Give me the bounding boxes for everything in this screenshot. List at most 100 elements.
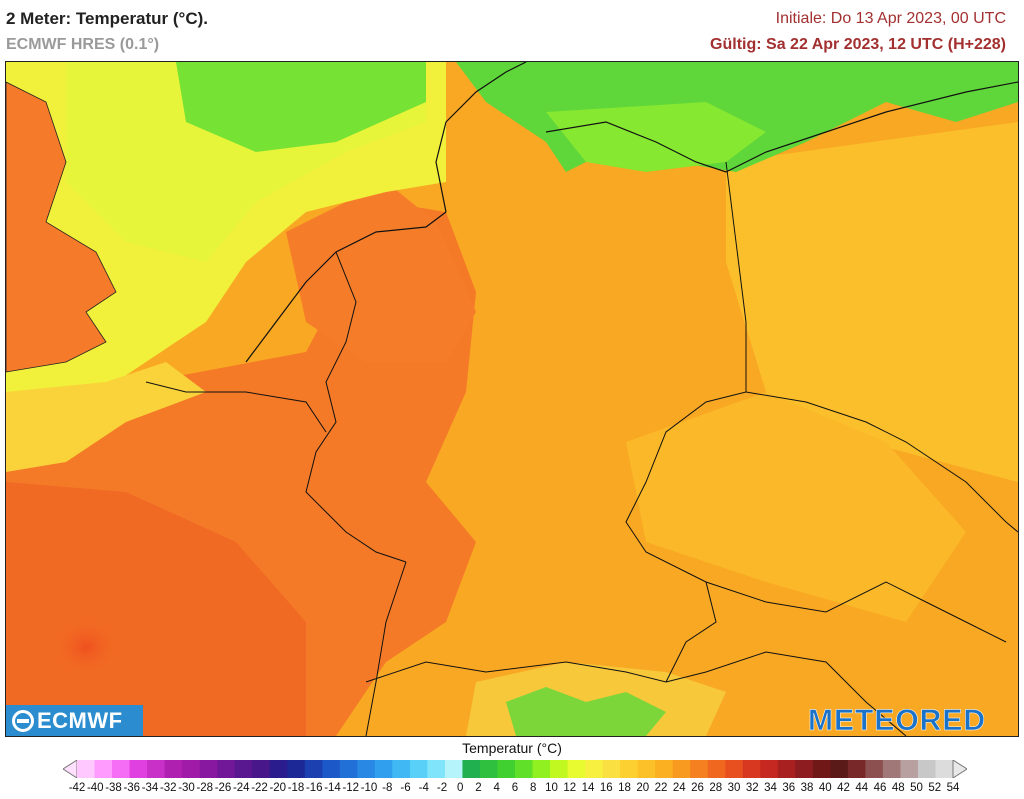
legend-swatch <box>515 760 534 778</box>
legend-title: Temperatur (°C) <box>462 740 562 756</box>
legend-swatch <box>252 760 271 778</box>
legend-swatch <box>760 760 779 778</box>
legend-tick-label: 20 <box>636 782 650 794</box>
model-subtitle: ECMWF HRES (0.1°) <box>6 36 160 53</box>
legend-tick-label: 44 <box>855 782 869 794</box>
legend-tick-label: 24 <box>672 782 686 794</box>
legend-tick-label: 2 <box>475 782 482 794</box>
legend-swatch <box>812 760 831 778</box>
legend-swatch <box>199 760 218 778</box>
legend-swatch <box>94 760 113 778</box>
legend-swatch <box>707 760 726 778</box>
legend-tick-label: 8 <box>530 782 537 794</box>
legend-swatch <box>234 760 253 778</box>
legend-tick-label: -16 <box>305 782 323 794</box>
legend-tick-label: 46 <box>873 782 887 794</box>
legend-swatch <box>304 760 323 778</box>
legend-swatch <box>392 760 411 778</box>
legend-tick-label: -38 <box>105 782 122 794</box>
ecmwf-logo-icon <box>12 709 34 732</box>
legend-tick-label: 36 <box>782 782 796 794</box>
legend-tick-label: -28 <box>196 782 214 794</box>
legend-swatch <box>497 760 516 778</box>
legend-swatch <box>550 760 569 778</box>
legend-tick-label: -42 <box>68 782 86 794</box>
legend-swatch <box>777 760 796 778</box>
legend-tick-label: -12 <box>342 782 360 794</box>
border-poland-czechia <box>745 391 1018 533</box>
legend-swatch <box>182 760 201 778</box>
legend-tick-label: 32 <box>745 782 759 794</box>
legend-tick-label: 52 <box>928 782 942 794</box>
legend-tick-label: 54 <box>946 782 960 794</box>
legend-tick-label: 42 <box>837 782 850 794</box>
temperature-map[interactable] <box>5 61 1019 737</box>
legend-swatch <box>882 760 901 778</box>
legend-tick-label: -36 <box>123 782 141 794</box>
mild-zone-czechia <box>626 392 966 622</box>
legend-tick-label: 22 <box>654 782 668 794</box>
legend-tick-label: 0 <box>457 782 464 794</box>
border-rhine <box>365 561 407 736</box>
legend-swatch <box>655 760 674 778</box>
map-canvas <box>6 62 1018 736</box>
legend-tick-label: 30 <box>727 782 741 794</box>
legend-swatch <box>444 760 463 778</box>
legend-swatch <box>217 760 236 778</box>
legend-swatch <box>742 760 761 778</box>
legend-swatch <box>77 760 96 778</box>
meteored-logo: METEORED <box>808 704 987 738</box>
legend-tick-label: -24 <box>232 782 250 794</box>
legend-swatch <box>374 760 393 778</box>
legend-swatch <box>620 760 639 778</box>
border-germany-austria <box>665 581 717 683</box>
cool-patch-north-sea <box>176 62 426 152</box>
legend-swatch <box>847 760 866 778</box>
legend-swatch <box>357 760 376 778</box>
legend-tick-label: -2 <box>436 782 448 794</box>
border-germany-east <box>625 161 767 603</box>
legend-swatch <box>725 760 744 778</box>
legend-tick-label: 28 <box>709 782 723 794</box>
legend-tick-label: 50 <box>910 782 923 794</box>
legend-swatch <box>409 760 428 778</box>
legend-tick-label: 18 <box>618 782 631 794</box>
legend-tick-label: 40 <box>818 782 832 794</box>
legend-ticks: -42 -40 -38 -36 -34 -32 -30 -28 -26 -24 -22 -20 -18-… <box>0 782 1024 798</box>
legend-tick-label: 14 <box>581 782 595 794</box>
border-belgium-france <box>145 381 327 433</box>
legend-swatch <box>427 760 446 778</box>
legend-swatch <box>147 760 166 778</box>
ecmwf-logo-text: ECMWF <box>37 707 123 733</box>
legend-swatch <box>602 760 621 778</box>
legend-tick-label: -32 <box>159 782 177 794</box>
great-britain <box>6 81 117 373</box>
english-channel <box>6 362 206 472</box>
legend-tick-label: 48 <box>891 782 905 794</box>
legend-swatch <box>830 760 849 778</box>
legend-tick-label: -6 <box>400 782 411 794</box>
ecmwf-logo: ECMWF <box>6 705 143 736</box>
legend-tick-label: -8 <box>382 782 393 794</box>
legend-tick-label: 12 <box>563 782 577 794</box>
legend-swatch <box>339 760 358 778</box>
legend-swatch <box>865 760 884 778</box>
legend-max-arrow <box>952 760 967 778</box>
color-scale-bar <box>63 760 967 778</box>
legend-tick-label: 4 <box>493 782 500 794</box>
legend-swatch <box>672 760 691 778</box>
legend-min-arrow <box>63 760 78 778</box>
legend-swatch <box>479 760 498 778</box>
legend-tick-label: 38 <box>800 782 814 794</box>
border-germany-west <box>305 251 407 563</box>
legend-swatch <box>322 760 341 778</box>
legend-tick-label: -22 <box>251 782 268 794</box>
legend-swatch <box>637 760 656 778</box>
legend-swatch <box>935 760 954 778</box>
legend-tick-label: -26 <box>214 782 232 794</box>
legend-tick-label: -18 <box>287 782 305 794</box>
init-time: Initiale: Do 13 Apr 2023, 00 UTC <box>775 10 1006 27</box>
hotspot <box>46 612 126 682</box>
legend-tick-label: 6 <box>511 782 519 794</box>
alps <box>506 687 666 736</box>
